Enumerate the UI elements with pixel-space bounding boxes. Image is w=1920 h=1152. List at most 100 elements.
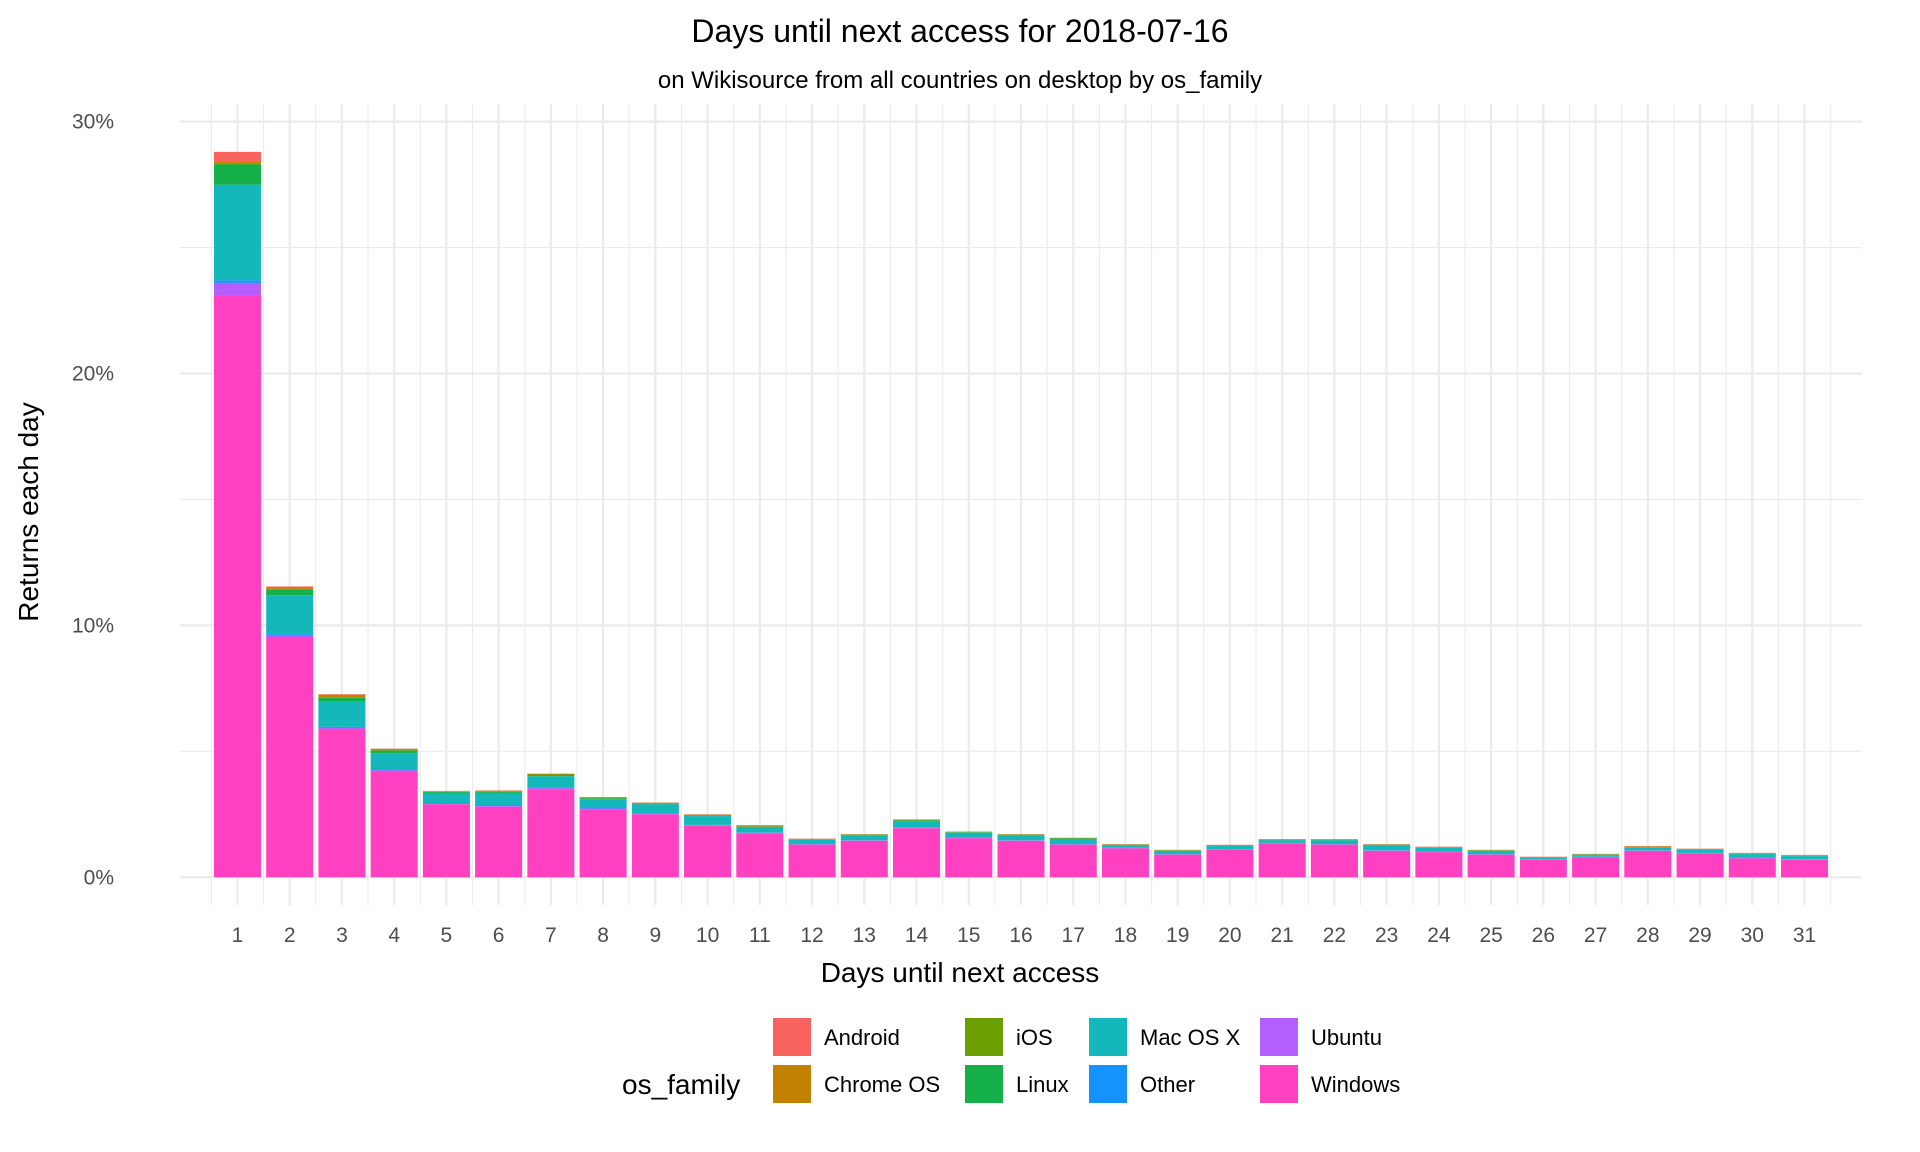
bar-24-windows	[1415, 852, 1463, 878]
bar-4-ios	[370, 750, 418, 751]
legend: os_family Android Chrome OS iOS Linux Mac OS…	[622, 1018, 1400, 1103]
bar-14-ubuntu	[893, 827, 941, 829]
x-tick-label: 14	[905, 924, 929, 947]
legend-label-linux: Linux	[1016, 1072, 1069, 1097]
x-tick-label: 5	[441, 924, 453, 947]
x-tick-label: 19	[1166, 924, 1189, 947]
bar-25-mac-os-x	[1467, 851, 1515, 855]
bar-6-linux	[475, 791, 523, 793]
bar-17-mac-os-x	[1049, 839, 1097, 845]
bar-23-linux	[1363, 844, 1411, 846]
bar-8-other	[579, 808, 627, 809]
y-tick-label: 10%	[72, 614, 114, 637]
bar-9-windows	[631, 814, 679, 878]
bar-4-other	[370, 769, 418, 771]
x-tick-label: 26	[1532, 924, 1555, 947]
legend-swatch-mac-os-x	[1089, 1018, 1127, 1056]
bar-13-windows	[840, 840, 888, 878]
bar-13-linux	[840, 834, 888, 836]
x-tick-label: 29	[1688, 924, 1711, 947]
bar-7-linux	[527, 775, 575, 777]
y-tick-label: 20%	[72, 363, 114, 386]
bar-24-linux	[1415, 847, 1463, 848]
x-tick-label: 6	[493, 924, 505, 947]
bar-3-chrome-os	[318, 694, 366, 698]
bar-14-mac-os-x	[893, 821, 941, 828]
bar-15-linux	[945, 832, 993, 833]
bar-10-mac-os-x	[684, 816, 732, 825]
legend-label-mac-os-x: Mac OS X	[1140, 1025, 1241, 1050]
x-tick-label: 23	[1375, 924, 1398, 947]
bar-14-linux	[893, 820, 941, 822]
bar-4-mac-os-x	[370, 753, 418, 770]
bar-21-linux	[1258, 839, 1306, 841]
bar-29-windows	[1676, 853, 1724, 878]
bar-11-chrome-os	[736, 825, 784, 827]
bar-31-windows	[1781, 859, 1829, 878]
bar-3-windows	[318, 729, 366, 878]
x-tick-label: 10	[696, 924, 719, 947]
bar-4-linux	[370, 750, 418, 754]
bar-12-linux	[788, 839, 836, 840]
bar-17-windows	[1049, 844, 1097, 878]
bar-26-windows	[1519, 859, 1567, 878]
bar-5-other	[422, 802, 470, 804]
y-tick-label: 30%	[72, 111, 114, 134]
bar-4-ubuntu	[370, 770, 418, 772]
bar-11-windows	[736, 833, 784, 878]
legend-swatch-windows	[1260, 1065, 1298, 1103]
bar-1-windows	[213, 295, 261, 878]
bar-24-mac-os-x	[1415, 847, 1463, 852]
bar-1-ios	[213, 163, 261, 165]
legend-swatch-chrome-os	[773, 1065, 811, 1103]
bar-20-windows	[1206, 849, 1254, 878]
bar-18-linux	[1101, 844, 1149, 846]
bar-11-linux	[736, 826, 784, 828]
bar-8-ubuntu	[579, 808, 627, 810]
x-tick-label: 25	[1479, 924, 1502, 947]
bar-11-ubuntu	[736, 832, 784, 834]
bar-9-mac-os-x	[631, 804, 679, 814]
bar-21-mac-os-x	[1258, 840, 1306, 843]
bar-18-mac-os-x	[1101, 845, 1149, 848]
x-tick-label: 4	[388, 924, 400, 947]
bar-4-windows	[370, 771, 418, 878]
bar-9-linux	[631, 803, 679, 805]
legend-label-ubuntu: Ubuntu	[1311, 1025, 1382, 1050]
chart-title: Days until next access for 2018-07-16	[691, 13, 1228, 49]
x-tick-label: 9	[650, 924, 662, 947]
legend-label-ios: iOS	[1016, 1025, 1053, 1050]
bar-13-mac-os-x	[840, 835, 888, 841]
x-axis-title: Days until next access	[821, 957, 1100, 988]
x-tick-label: 31	[1793, 924, 1816, 947]
bar-9-chrome-os	[631, 802, 679, 804]
bar-12-windows	[788, 844, 836, 878]
bar-19-linux	[1154, 850, 1202, 852]
bar-30-windows	[1728, 858, 1776, 878]
bar-1-chrome-os	[213, 161, 261, 164]
bar-3-android	[318, 694, 366, 695]
bar-16-windows	[997, 840, 1045, 878]
bar-16-linux	[997, 834, 1045, 836]
legend-label-windows: Windows	[1311, 1072, 1400, 1097]
bar-27-linux	[1572, 854, 1620, 856]
bars	[213, 151, 1829, 878]
x-tick-label: 8	[597, 924, 609, 947]
bar-29-mac-os-x	[1676, 849, 1724, 853]
bar-2-ios	[266, 588, 314, 590]
x-tick-label: 17	[1062, 924, 1085, 947]
bar-10-linux	[684, 815, 732, 817]
bar-8-windows	[579, 809, 627, 878]
bar-28-linux	[1624, 847, 1672, 848]
bar-23-windows	[1363, 850, 1411, 878]
bar-7-chrome-os	[527, 773, 575, 775]
bar-10-windows	[684, 825, 732, 878]
bar-30-mac-os-x	[1728, 854, 1776, 858]
bar-19-mac-os-x	[1154, 851, 1202, 855]
x-tick-label: 15	[957, 924, 980, 947]
bar-1-ubuntu	[213, 282, 261, 296]
bar-20-linux	[1206, 845, 1254, 847]
bar-11-mac-os-x	[736, 827, 784, 833]
legend-swatch-android	[773, 1018, 811, 1056]
bar-6-mac-os-x	[475, 792, 523, 806]
